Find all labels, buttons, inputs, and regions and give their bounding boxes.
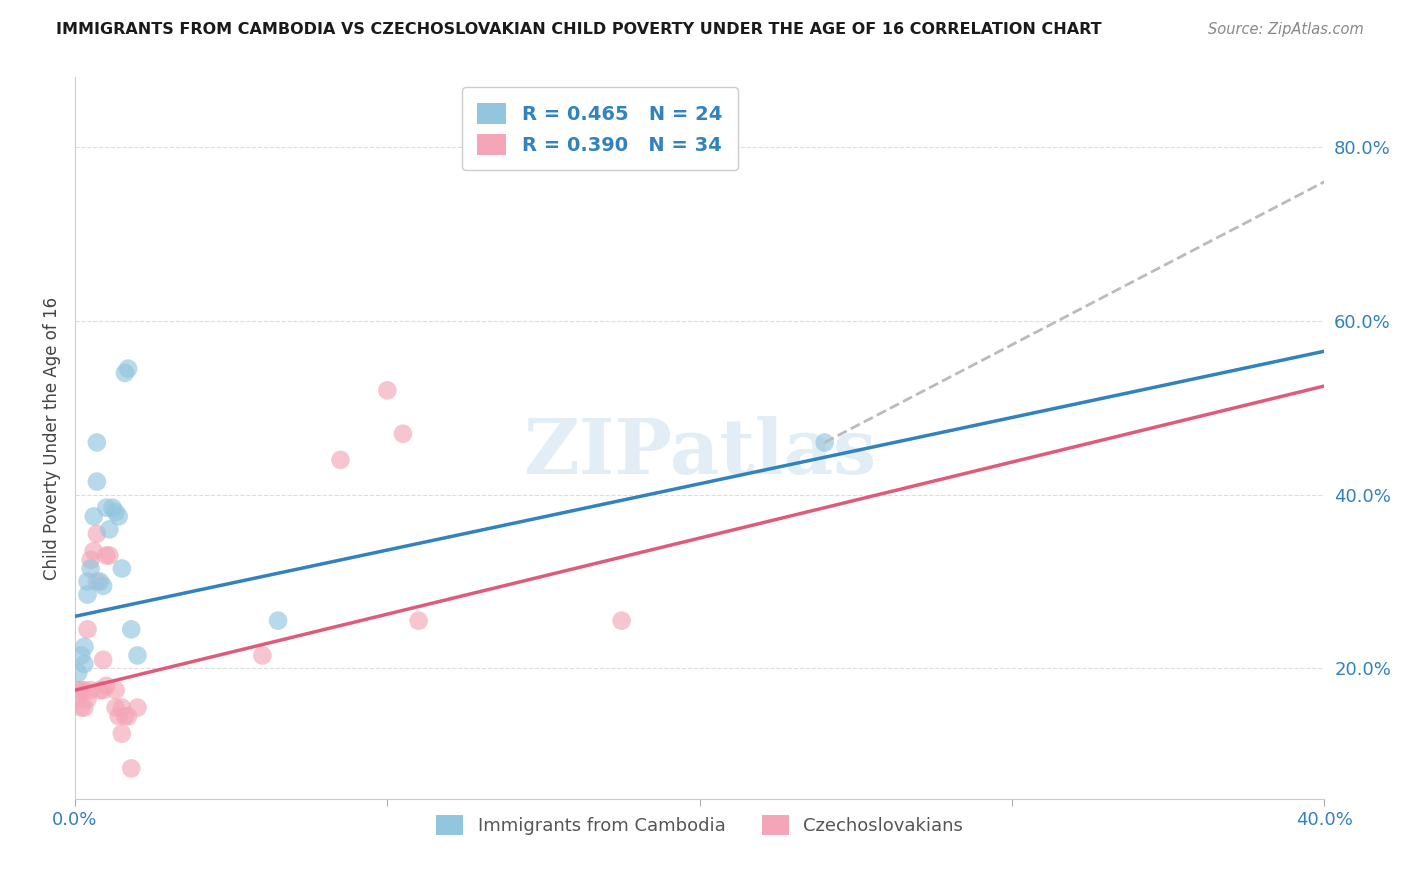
Point — [96, 500, 118, 515]
Point — [70, 700, 93, 714]
Point — [814, 435, 837, 450]
Point — [83, 544, 105, 558]
Point — [111, 700, 134, 714]
Point — [98, 522, 121, 536]
Point — [107, 709, 129, 723]
Point — [117, 709, 139, 723]
Point — [91, 653, 114, 667]
Point — [117, 361, 139, 376]
Point — [114, 366, 136, 380]
Point — [86, 435, 108, 450]
Point — [104, 683, 127, 698]
Point — [79, 553, 101, 567]
Legend: Immigrants from Cambodia, Czechoslovakians: Immigrants from Cambodia, Czechoslovakia… — [427, 806, 972, 844]
Point — [86, 526, 108, 541]
Point — [91, 579, 114, 593]
Point — [76, 692, 98, 706]
Point — [67, 692, 90, 706]
Point — [98, 549, 121, 563]
Point — [86, 475, 108, 489]
Point — [377, 384, 399, 398]
Point — [107, 509, 129, 524]
Text: ZIPatlas: ZIPatlas — [523, 416, 876, 490]
Point — [267, 614, 290, 628]
Point — [73, 700, 96, 714]
Point — [70, 648, 93, 663]
Point — [67, 665, 90, 680]
Point — [70, 683, 93, 698]
Point — [252, 648, 274, 663]
Point — [76, 623, 98, 637]
Point — [67, 683, 90, 698]
Y-axis label: Child Poverty Under the Age of 16: Child Poverty Under the Age of 16 — [44, 296, 60, 580]
Point — [76, 574, 98, 589]
Point — [111, 561, 134, 575]
Point — [127, 700, 149, 714]
Text: Source: ZipAtlas.com: Source: ZipAtlas.com — [1208, 22, 1364, 37]
Point — [392, 426, 415, 441]
Point — [127, 648, 149, 663]
Point — [408, 614, 430, 628]
Point — [76, 588, 98, 602]
Point — [96, 549, 118, 563]
Point — [79, 683, 101, 698]
Point — [91, 683, 114, 698]
Point — [79, 561, 101, 575]
Point — [111, 726, 134, 740]
Point — [329, 453, 352, 467]
Point — [114, 709, 136, 723]
Point — [89, 574, 111, 589]
Point — [610, 614, 633, 628]
Point — [73, 657, 96, 672]
Text: IMMIGRANTS FROM CAMBODIA VS CZECHOSLOVAKIAN CHILD POVERTY UNDER THE AGE OF 16 CO: IMMIGRANTS FROM CAMBODIA VS CZECHOSLOVAK… — [56, 22, 1102, 37]
Point — [104, 700, 127, 714]
Point — [104, 505, 127, 519]
Point — [101, 500, 124, 515]
Point — [73, 683, 96, 698]
Point — [86, 574, 108, 589]
Point — [120, 761, 142, 775]
Point — [83, 509, 105, 524]
Point — [89, 683, 111, 698]
Point — [120, 623, 142, 637]
Point — [73, 640, 96, 654]
Point — [96, 679, 118, 693]
